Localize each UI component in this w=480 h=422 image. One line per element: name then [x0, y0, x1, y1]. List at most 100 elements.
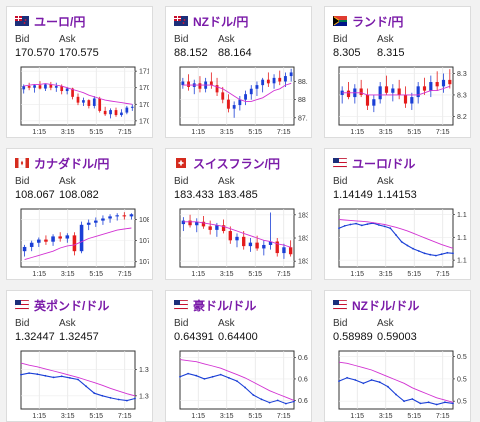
rate-card[interactable]: ユーロ/円 Bid Ask 170.570 170.575 1:15 3:15 5:15 7:1…	[6, 6, 153, 138]
candle-body	[187, 81, 190, 87]
rate-card-title[interactable]: ユーロ/円	[15, 13, 85, 29]
rate-chart[interactable]: 1:15 3:15 5:15 7:15 1.33 1.325	[13, 349, 149, 421]
moving-average-line	[20, 362, 136, 397]
price-point	[362, 382, 365, 385]
candle-body	[232, 105, 236, 109]
currency-pair-name[interactable]: ユーロ/円	[34, 14, 86, 29]
price-point	[101, 394, 104, 397]
y-tick-label: 1.15	[457, 212, 467, 219]
bid-label: Bid	[15, 34, 30, 45]
y-tick-label: 107.6	[139, 259, 149, 266]
price-point	[117, 398, 120, 401]
bid-value: 0.58989	[333, 331, 373, 343]
candle-body	[221, 92, 225, 100]
rate-card[interactable]: ランド/円 Bid Ask 8.305 8.315 1:15 3:15 5:15 7:15 8.3…	[324, 6, 471, 138]
price-point	[203, 378, 206, 380]
price-point	[429, 253, 432, 256]
currency-pair-name[interactable]: 英ポンド/ドル	[34, 298, 110, 313]
candle-body	[272, 77, 276, 84]
candle-body	[248, 242, 253, 247]
candle-body	[198, 83, 202, 89]
candle-body	[242, 236, 246, 247]
rate-card[interactable]: NZドル/ドル Bid Ask 0.58989 0.59003 1:15 3:15 5:15 7…	[324, 290, 471, 422]
rate-card-title[interactable]: ランド/円	[333, 13, 403, 29]
bid-label: Bid	[174, 34, 189, 45]
rate-chart[interactable]: 1:15 3:15 5:15 7:15 1.15 1.145 1.14	[331, 207, 467, 279]
rate-card[interactable]: NZドル/円 Bid Ask 88.152 88.164 1:15 3:15 5:15 7:15…	[165, 6, 312, 138]
bid-value: 0.64391	[174, 331, 214, 343]
y-tick-label: 1.145	[457, 235, 467, 242]
currency-pair-name[interactable]: NZドル/円	[193, 14, 249, 29]
ask-value: 0.64400	[218, 331, 258, 343]
x-tick-label: 5:15	[407, 271, 421, 278]
candle-body	[255, 85, 259, 89]
rate-card[interactable]: ユーロ/ドル Bid Ask 1.14149 1.14153 1:15 3:15 5:15 7:…	[324, 148, 471, 280]
currency-pair-name[interactable]: カナダドル/円	[34, 156, 110, 171]
rate-chart[interactable]: 1:15 3:15 5:15 7:15 0.648 0.646 0.644	[172, 349, 308, 421]
currency-pair-name[interactable]: スイスフラン/円	[193, 156, 280, 171]
candle-body	[365, 94, 370, 106]
candle-body	[51, 236, 55, 242]
candle-body	[215, 225, 219, 230]
candle-body	[92, 98, 96, 106]
rate-card-title[interactable]: カナダドル/円	[15, 155, 109, 171]
rate-card[interactable]: スイスフラン/円 Bid Ask 183.433 183.485 1:15 3:15 5:15…	[165, 148, 312, 280]
candle-body	[288, 247, 293, 255]
rate-chart[interactable]: 1:15 3:15 5:15 7:15 8.31 8.3 8.29	[331, 65, 467, 137]
ask-label: Ask	[377, 176, 394, 187]
y-tick-label: 0.646	[298, 376, 308, 383]
rate-card[interactable]: カナダドル/円 Bid Ask 108.067 108.082 1:15 3:15 5:15 7…	[6, 148, 153, 280]
price-point	[343, 225, 346, 227]
price-point	[93, 392, 96, 395]
candle-body	[44, 84, 47, 89]
currency-pair-name[interactable]: 豪ドル/ドル	[193, 298, 257, 313]
currency-pair-name[interactable]: NZドル/ドル	[352, 298, 420, 313]
price-point	[389, 227, 392, 230]
bid-value: 108.067	[15, 189, 55, 201]
rate-card-title[interactable]: ユーロ/ドル	[333, 155, 415, 171]
price-point	[349, 223, 352, 226]
candle-body	[275, 241, 279, 254]
x-tick-label: 5:15	[248, 129, 262, 136]
x-tick-label: 5:15	[89, 413, 103, 420]
price-point	[219, 373, 222, 376]
ask-value: 88.164	[218, 47, 252, 59]
rate-card-title[interactable]: 英ポンド/ドル	[15, 297, 109, 313]
rate-chart[interactable]: 1:15 3:15 5:15 7:15 88.1 88 87.9	[172, 65, 308, 137]
price-point	[370, 379, 373, 381]
rate-card-title[interactable]: NZドル/ドル	[333, 297, 419, 313]
y-tick-label: 8.29	[457, 114, 467, 121]
price-point	[378, 381, 381, 384]
rate-card-title[interactable]: 豪ドル/ドル	[174, 297, 256, 313]
currency-pair-name[interactable]: ユーロ/ドル	[352, 156, 416, 171]
rate-card-title[interactable]: スイスフラン/円	[174, 155, 280, 171]
y-tick-label: 1.325	[139, 393, 149, 400]
candle-body	[130, 106, 134, 108]
rate-card-title[interactable]: NZドル/円	[174, 13, 248, 29]
price-point	[355, 222, 357, 225]
bid-label: Bid	[174, 176, 189, 187]
candle-body	[122, 215, 127, 217]
x-tick-label: 7:15	[436, 129, 450, 136]
candle-body	[49, 84, 53, 88]
moving-average-line	[23, 83, 133, 105]
candle-body	[448, 79, 452, 85]
x-tick-label: 3:15	[61, 413, 75, 420]
rate-chart[interactable]: 1:15 3:15 5:15 7:15 183.8 183.6 183.4	[172, 207, 308, 279]
price-point	[236, 380, 238, 382]
price-point	[366, 223, 369, 225]
price-point	[419, 402, 422, 405]
rate-card[interactable]: 英ポンド/ドル Bid Ask 1.32447 1.32457 1:15 3:15 5:15 7…	[6, 290, 153, 422]
price-point	[423, 252, 426, 255]
price-point	[195, 374, 198, 377]
candle-body	[403, 94, 408, 104]
candle-body	[115, 215, 119, 217]
rate-card[interactable]: 豪ドル/ドル Bid Ask 0.64391 0.64400 1:15 3:15 5:15 7:…	[165, 290, 312, 422]
rate-chart[interactable]: 1:15 3:15 5:15 7:15 108 107.8 107.6	[13, 207, 149, 279]
candle-body	[38, 85, 42, 89]
currency-pair-name[interactable]: ランド/円	[352, 14, 404, 29]
bid-label: Bid	[174, 318, 189, 329]
rate-chart[interactable]: 1:15 3:15 5:15 7:15 171 170.8 170.6 170.4	[13, 65, 149, 137]
price-point	[260, 398, 263, 401]
rate-chart[interactable]: 1:15 3:15 5:15 7:15 0.594 0.592 0.59	[331, 349, 467, 421]
